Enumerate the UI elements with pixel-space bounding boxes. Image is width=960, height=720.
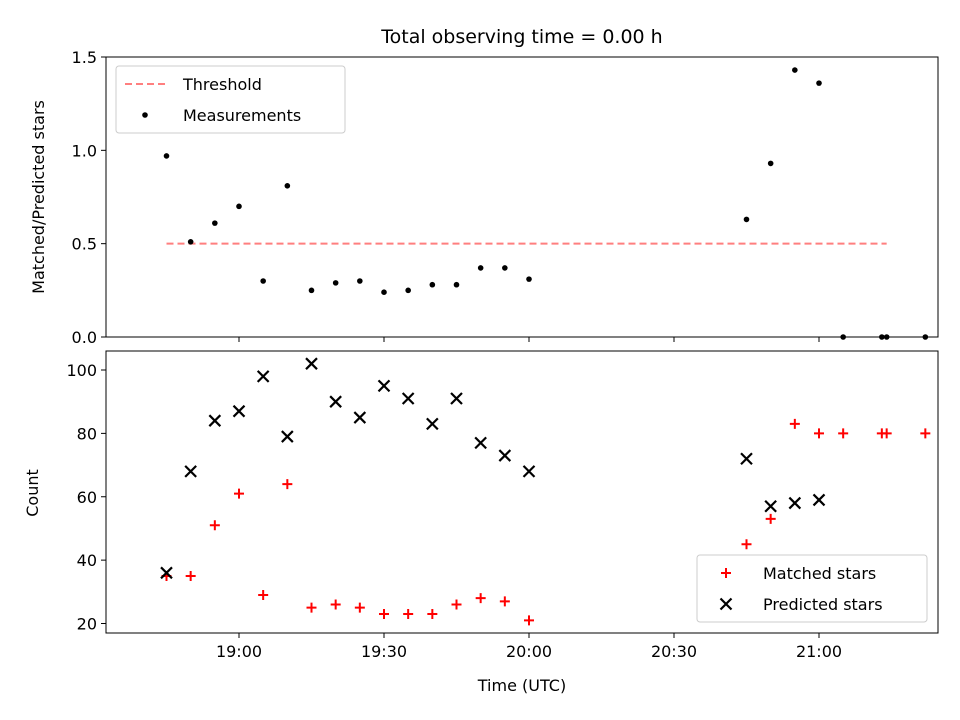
predicted-star-point xyxy=(764,499,777,513)
matched-star-point xyxy=(306,602,317,613)
matched-star-point xyxy=(354,602,365,613)
matched-star-point xyxy=(741,539,752,550)
bottom-y-axis-label: Count xyxy=(23,469,42,517)
measurement-point xyxy=(260,278,266,284)
panel1-frame xyxy=(105,350,939,634)
predicted-star-point xyxy=(812,493,826,507)
predicted-star-point xyxy=(329,395,342,408)
panel0-y-tick-label: 1.5 xyxy=(72,48,97,67)
legend-matched-swatch xyxy=(721,568,731,578)
legend-matched-label: Matched stars xyxy=(763,564,876,583)
plot-layer: 0.0 0.5 1.0 1.5 Threshold Measurements 20 40 60 8… xyxy=(66,48,939,661)
panel1-y-tick-label: 60 xyxy=(77,488,97,507)
matched-star-point xyxy=(379,608,389,619)
matched-star-point xyxy=(838,428,849,439)
legend-predicted-label: Predicted stars xyxy=(763,595,883,614)
measurement-point xyxy=(526,276,532,282)
matched-star-point xyxy=(234,488,244,499)
panel0-frame xyxy=(105,56,939,338)
panel1-x-tick-label: 21:00 xyxy=(796,642,842,661)
matched-star-point xyxy=(475,593,486,604)
measurement-point xyxy=(502,265,508,271)
matched-star-point xyxy=(765,513,776,524)
measurement-point xyxy=(792,67,798,73)
matched-star-point xyxy=(185,570,196,581)
matched-star-point xyxy=(881,428,892,439)
matched-star-point xyxy=(330,599,341,610)
predicted-star-point xyxy=(232,404,246,418)
predicted-star-point xyxy=(426,417,439,431)
matched-star-point xyxy=(209,520,220,531)
measurement-point xyxy=(405,287,411,294)
matched-star-point xyxy=(258,589,269,600)
panel1-x-tick-label: 20:30 xyxy=(651,642,697,661)
matched-star-point xyxy=(499,596,510,607)
measurement-point xyxy=(743,216,750,223)
predicted-star-point xyxy=(281,430,294,443)
measurement-point xyxy=(357,278,363,284)
panel1-x-tick-label: 19:30 xyxy=(361,642,407,661)
legend-measurements-label: Measurements xyxy=(183,106,301,125)
predicted-star-point xyxy=(401,392,415,405)
measurement-point xyxy=(236,203,242,210)
top-y-axis-label: Matched/Predicted stars xyxy=(29,100,48,294)
matched-star-point xyxy=(789,418,800,429)
legend-threshold-label: Threshold xyxy=(182,75,262,94)
matched-star-point xyxy=(427,608,438,619)
predicted-star-point xyxy=(740,452,753,466)
measurement-point xyxy=(453,281,460,288)
predicted-star-point xyxy=(377,379,391,393)
matched-star-point xyxy=(403,608,414,619)
panel0-y-tick-label: 0.0 xyxy=(72,328,97,347)
predicted-star-point xyxy=(256,370,270,383)
top-chart-title: Total observing time = 0.00 h xyxy=(380,26,662,48)
predicted-star-point xyxy=(498,449,512,462)
panel1-y-tick-label: 100 xyxy=(66,361,97,380)
panel1-y-tick-label: 40 xyxy=(77,551,97,570)
legend-measurements-swatch xyxy=(142,112,148,118)
panel0-data-group xyxy=(163,67,929,340)
measurement-point xyxy=(332,280,339,286)
matched-star-point xyxy=(282,479,293,490)
predicted-star-point xyxy=(353,411,367,424)
measurement-point xyxy=(284,183,291,189)
panel1-y-tick-label: 20 xyxy=(77,614,97,633)
panel1-x-tick-label: 20:00 xyxy=(506,642,552,661)
measurement-point xyxy=(816,80,822,86)
matched-star-point xyxy=(451,599,462,610)
measurement-point xyxy=(477,265,484,271)
predicted-star-point xyxy=(788,496,802,510)
predicted-star-point xyxy=(450,392,463,405)
top-legend-box xyxy=(115,65,346,134)
measurement-point xyxy=(163,153,170,159)
panel1-x-tick-label: 19:00 xyxy=(216,642,262,661)
measurement-point xyxy=(381,289,387,296)
measurement-point xyxy=(767,160,774,167)
bottom-x-axis-label: Time (UTC) xyxy=(477,676,566,695)
predicted-star-point xyxy=(522,465,536,478)
legend-predicted-swatch xyxy=(719,597,733,611)
predicted-star-point xyxy=(305,357,318,370)
measurement-point xyxy=(212,220,218,226)
panel0-y-tick-label: 0.5 xyxy=(72,235,97,254)
panel0-y-tick-label: 1.0 xyxy=(72,141,97,160)
matched-star-point xyxy=(814,428,824,439)
predicted-star-point xyxy=(160,566,173,580)
measurement-point xyxy=(308,287,315,294)
predicted-star-point xyxy=(184,465,197,478)
matched-star-point xyxy=(920,428,931,439)
predicted-star-point xyxy=(474,436,487,450)
measurement-point xyxy=(187,239,194,245)
measurement-point xyxy=(429,281,436,288)
panel1-y-tick-label: 80 xyxy=(77,424,97,443)
predicted-star-point xyxy=(208,414,222,427)
bottom-legend-box xyxy=(696,554,928,623)
matched-star-point xyxy=(524,615,534,626)
